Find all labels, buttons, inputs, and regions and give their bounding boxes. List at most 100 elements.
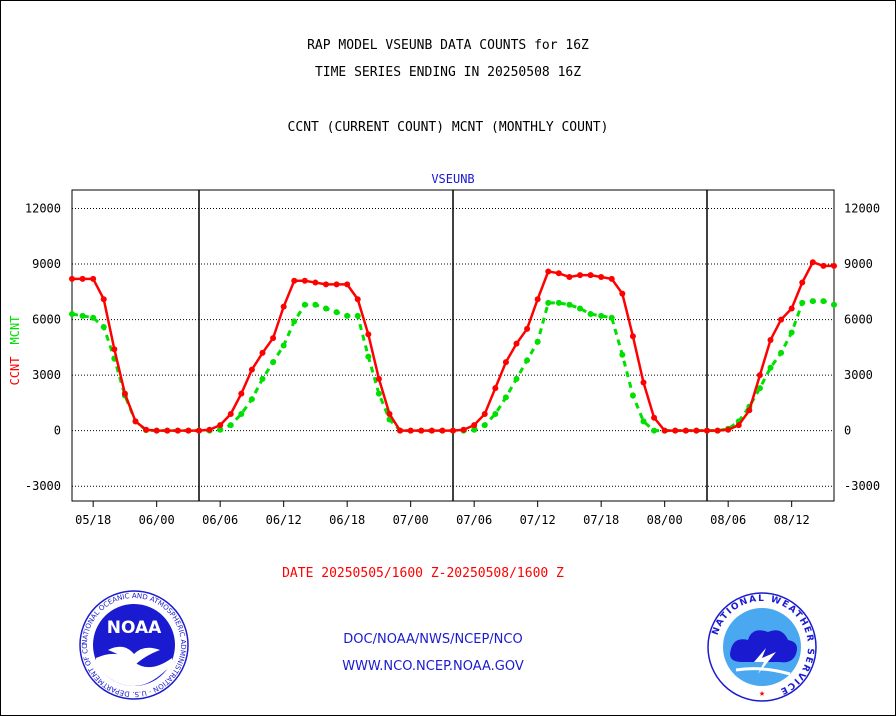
x-tick-label: 06/00 — [139, 513, 175, 527]
y-axis-label-mcnt: MCNT — [8, 316, 22, 345]
data-point-ccnt — [820, 262, 827, 269]
data-point-mcnt — [651, 427, 658, 434]
x-tick-label: 07/00 — [393, 513, 429, 527]
data-point-mcnt — [640, 418, 647, 425]
data-point-ccnt — [206, 426, 213, 433]
data-point-mcnt — [100, 323, 107, 330]
data-point-mcnt — [566, 301, 573, 308]
chart-series-title: VSEUNB — [431, 172, 474, 186]
data-point-ccnt — [799, 279, 806, 286]
data-point-ccnt — [629, 333, 636, 340]
data-point-mcnt — [788, 329, 795, 336]
data-point-mcnt — [502, 394, 509, 401]
data-point-ccnt — [545, 268, 552, 275]
y-tick-label-left: 9000 — [32, 257, 61, 271]
nws-logo: ★ NATIONAL WEATHER SERVICE — [707, 592, 817, 702]
data-point-mcnt — [291, 318, 298, 325]
data-point-mcnt — [545, 299, 552, 306]
data-point-ccnt — [259, 349, 266, 356]
data-point-ccnt — [534, 296, 541, 303]
data-point-ccnt — [651, 414, 658, 421]
chart-legend-description: CCNT (CURRENT COUNT) MCNT (MONTHLY COUNT… — [287, 120, 609, 135]
y-tick-label-left: -3000 — [25, 479, 61, 493]
data-point-ccnt — [153, 427, 160, 434]
data-point-ccnt — [746, 407, 753, 414]
y-tick-label-right: 9000 — [844, 257, 873, 271]
data-point-ccnt — [248, 366, 255, 373]
data-point-mcnt — [375, 390, 382, 397]
data-point-ccnt — [778, 316, 785, 323]
data-point-ccnt — [143, 426, 150, 433]
y-axis-label: CCNT MCNT — [8, 316, 22, 386]
y-tick-label-right: 12000 — [844, 202, 880, 216]
data-point-mcnt — [608, 314, 615, 321]
data-point-mcnt — [69, 311, 75, 318]
x-tick-label: 06/12 — [266, 513, 302, 527]
data-point-mcnt — [513, 375, 520, 382]
data-point-ccnt — [481, 410, 488, 417]
data-point-mcnt — [471, 426, 478, 433]
data-point-ccnt — [767, 336, 774, 343]
chart-title-line-1: RAP MODEL VSEUNB DATA COUNTS for 16Z — [307, 38, 589, 53]
data-point-ccnt — [439, 427, 446, 434]
data-point-ccnt — [619, 290, 626, 297]
data-point-mcnt — [524, 357, 531, 364]
data-point-ccnt — [555, 270, 562, 277]
data-point-ccnt — [725, 426, 732, 433]
data-point-mcnt — [598, 312, 605, 319]
data-point-ccnt — [217, 422, 224, 429]
data-point-mcnt — [577, 305, 583, 312]
data-point-ccnt — [672, 427, 679, 434]
y-tick-label-right: -3000 — [844, 479, 880, 493]
data-point-mcnt — [259, 375, 266, 382]
data-point-ccnt — [344, 281, 351, 288]
x-tick-label: 06/06 — [202, 513, 238, 527]
website-link[interactable]: WWW.NCO.NCEP.NOAA.GOV — [342, 659, 524, 674]
data-point-mcnt — [312, 301, 319, 308]
data-point-ccnt — [121, 390, 128, 397]
y-tick-label-right: 3000 — [844, 368, 873, 382]
data-point-ccnt — [693, 427, 700, 434]
data-point-ccnt — [164, 427, 171, 434]
data-point-mcnt — [629, 392, 636, 399]
data-point-mcnt — [227, 422, 234, 429]
data-point-ccnt — [566, 274, 573, 281]
data-point-ccnt — [365, 331, 372, 338]
data-point-mcnt — [238, 410, 245, 417]
data-point-ccnt — [132, 418, 139, 425]
data-point-ccnt — [492, 385, 499, 392]
data-point-ccnt — [323, 281, 329, 288]
x-tick-label: 07/06 — [456, 513, 492, 527]
data-point-ccnt — [450, 427, 456, 434]
data-point-ccnt — [735, 422, 742, 429]
data-point-ccnt — [280, 303, 287, 310]
data-point-ccnt — [111, 346, 118, 353]
data-point-ccnt — [428, 427, 435, 434]
data-point-mcnt — [555, 299, 562, 306]
data-point-ccnt — [69, 275, 75, 282]
x-tick-label: 07/12 — [520, 513, 556, 527]
data-point-ccnt — [524, 325, 531, 332]
data-point-mcnt — [820, 298, 827, 305]
data-point-ccnt — [397, 427, 404, 434]
data-point-ccnt — [460, 426, 467, 433]
data-point-ccnt — [185, 427, 192, 434]
data-point-mcnt — [492, 410, 499, 417]
data-point-ccnt — [227, 410, 234, 417]
data-point-mcnt — [354, 312, 361, 319]
data-point-ccnt — [598, 274, 605, 281]
data-point-mcnt — [809, 298, 816, 305]
data-point-mcnt — [79, 312, 86, 319]
data-point-ccnt — [418, 427, 425, 434]
x-tick-label: 05/18 — [75, 513, 111, 527]
nws-star-icon: ★ — [759, 688, 765, 699]
x-tick-label: 06/18 — [329, 513, 365, 527]
x-tick-label: 07/18 — [583, 513, 619, 527]
data-point-ccnt — [196, 427, 202, 434]
noaa-logo-text: NOAA — [107, 618, 162, 638]
data-point-mcnt — [831, 301, 837, 308]
data-point-mcnt — [619, 351, 626, 358]
data-point-mcnt — [778, 349, 785, 356]
data-point-ccnt — [471, 422, 478, 429]
data-point-ccnt — [587, 272, 594, 279]
